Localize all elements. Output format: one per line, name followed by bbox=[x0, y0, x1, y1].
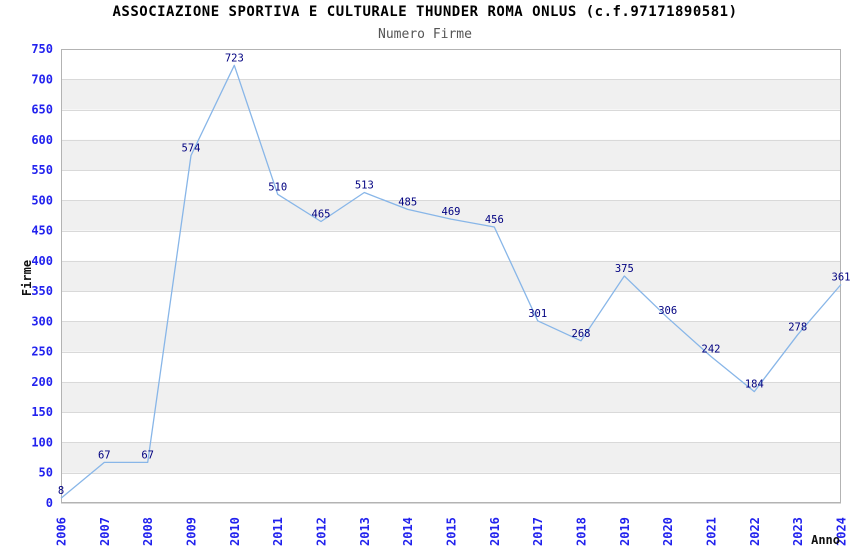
chart-title: ASSOCIAZIONE SPORTIVA E CULTURALE THUNDE… bbox=[112, 4, 738, 20]
x-tick-label: 2008 bbox=[141, 517, 155, 546]
grid-band bbox=[61, 200, 841, 231]
x-tick-label: 2020 bbox=[661, 517, 675, 546]
y-tick-label: 50 bbox=[39, 466, 53, 480]
grid-band bbox=[61, 381, 841, 413]
grid-band bbox=[61, 442, 841, 473]
x-tick-label: 2012 bbox=[315, 517, 329, 546]
x-tick-label: 2011 bbox=[271, 517, 285, 546]
data-point-label: 301 bbox=[528, 308, 547, 320]
data-point-label: 67 bbox=[98, 449, 111, 461]
grid-band bbox=[61, 139, 841, 171]
y-tick-label: 300 bbox=[31, 314, 53, 328]
x-tick-label: 2013 bbox=[358, 517, 372, 546]
y-tick-label: 0 bbox=[46, 496, 53, 510]
x-tick-label: 2006 bbox=[55, 517, 69, 546]
x-tick-label: 2014 bbox=[401, 517, 415, 546]
plot-border bbox=[61, 49, 841, 503]
data-point-label: 268 bbox=[572, 328, 591, 340]
y-tick-label: 650 bbox=[31, 103, 53, 117]
data-point-label: 485 bbox=[398, 196, 417, 208]
y-tick-label: 500 bbox=[31, 193, 53, 207]
data-point-label: 184 bbox=[745, 379, 764, 391]
data-point-label: 375 bbox=[615, 263, 634, 275]
data-point-label: 465 bbox=[312, 209, 331, 221]
data-point-label: 456 bbox=[485, 214, 504, 226]
data-point-label: 278 bbox=[788, 322, 807, 334]
y-tick-label: 700 bbox=[31, 72, 53, 86]
y-tick-label: 150 bbox=[31, 405, 53, 419]
y-tick-label: 550 bbox=[31, 163, 53, 177]
x-tick-label: 2024 bbox=[835, 517, 849, 546]
y-tick-label: 750 bbox=[31, 42, 53, 56]
x-tick-label: 2010 bbox=[228, 517, 242, 546]
data-point-label: 513 bbox=[355, 180, 374, 192]
data-point-label: 469 bbox=[442, 206, 461, 218]
y-tick-label: 600 bbox=[31, 133, 53, 147]
data-point-label: 361 bbox=[832, 272, 850, 284]
x-tick-label: 2015 bbox=[445, 517, 459, 546]
x-tick-label: 2009 bbox=[185, 517, 199, 546]
y-tick-label: 250 bbox=[31, 345, 53, 359]
x-tick-label: 2022 bbox=[748, 517, 762, 546]
data-point-label: 574 bbox=[182, 143, 201, 155]
y-tick-label: 350 bbox=[31, 284, 53, 298]
data-point-label: 510 bbox=[268, 181, 287, 193]
x-tick-label: 2007 bbox=[98, 517, 112, 546]
y-axis-title: Firme bbox=[20, 259, 34, 297]
data-point-label: 723 bbox=[225, 52, 244, 64]
x-tick-label: 2017 bbox=[531, 517, 545, 546]
data-point-label: 242 bbox=[702, 344, 721, 356]
y-tick-label: 450 bbox=[31, 224, 53, 238]
y-tick-label: 400 bbox=[31, 254, 53, 268]
x-tick-label: 2016 bbox=[488, 517, 502, 546]
grid-band bbox=[61, 79, 841, 110]
data-point-label: 8 bbox=[58, 485, 64, 497]
data-point-label: 67 bbox=[141, 449, 154, 461]
x-tick-label: 2023 bbox=[791, 517, 805, 546]
x-tick-label: 2021 bbox=[705, 517, 719, 546]
x-tick-label: 2018 bbox=[575, 517, 589, 546]
chart-subtitle: Numero Firme bbox=[378, 27, 472, 42]
y-tick-label: 100 bbox=[31, 436, 53, 450]
data-point-label: 306 bbox=[658, 305, 677, 317]
grid-band bbox=[61, 321, 841, 352]
y-tick-label: 200 bbox=[31, 375, 53, 389]
x-tick-label: 2019 bbox=[618, 517, 632, 546]
grid-band bbox=[61, 260, 841, 292]
data-line bbox=[60, 64, 842, 499]
x-axis-title: Anno bbox=[811, 533, 840, 547]
